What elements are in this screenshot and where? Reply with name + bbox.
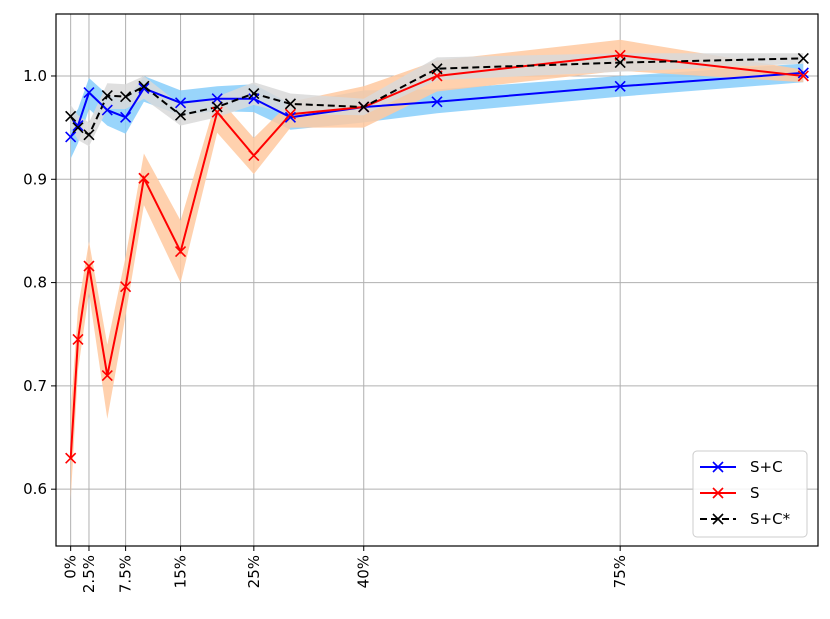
marker-layer bbox=[65, 49, 809, 464]
legend-label: S bbox=[750, 484, 760, 502]
data-point-S+C* bbox=[65, 110, 77, 122]
legend-marker-S bbox=[712, 487, 724, 499]
data-point-S+C bbox=[614, 80, 626, 92]
data-point-S+C* bbox=[797, 52, 809, 64]
data-point-S+C* bbox=[83, 129, 95, 141]
x-tick-label: 75% bbox=[611, 555, 629, 588]
x-tick-label: 25% bbox=[245, 555, 263, 588]
data-point-S+C bbox=[174, 97, 187, 109]
data-point-S bbox=[72, 333, 84, 345]
data-point-S+C* bbox=[72, 122, 84, 134]
data-point-S+C* bbox=[248, 87, 260, 100]
data-point-S+C bbox=[431, 96, 443, 108]
x-tick-label: 40% bbox=[355, 555, 373, 588]
data-point-S bbox=[174, 246, 187, 258]
data-point-S+C* bbox=[211, 101, 223, 113]
data-point-S+C* bbox=[358, 101, 370, 113]
data-point-S+C bbox=[138, 82, 150, 94]
x-tick-label: 7.5% bbox=[117, 555, 135, 593]
data-point-S+C* bbox=[138, 80, 150, 92]
data-point-S bbox=[120, 281, 132, 293]
data-point-S+C* bbox=[101, 90, 113, 102]
series-line-S bbox=[69, 54, 804, 459]
plot-frame bbox=[55, 13, 819, 547]
data-point-S+C* bbox=[614, 56, 626, 69]
data-point-S bbox=[248, 149, 260, 162]
data-point-S+C bbox=[797, 67, 809, 79]
data-point-S bbox=[211, 106, 223, 118]
y-tick-label: 1.0 bbox=[23, 67, 47, 85]
x-tick-label: 0% bbox=[62, 555, 80, 579]
data-point-S+C bbox=[120, 111, 132, 123]
data-point-S+C* bbox=[284, 98, 297, 110]
legend-label: S+C* bbox=[750, 510, 791, 528]
data-point-S bbox=[138, 172, 150, 184]
legend-marker-S+C* bbox=[712, 513, 724, 525]
data-point-S bbox=[284, 108, 297, 120]
data-point-S bbox=[83, 260, 95, 272]
x-tick-label: 2.5% bbox=[80, 555, 98, 593]
data-point-S+C bbox=[65, 131, 77, 143]
data-point-S+C bbox=[83, 86, 95, 99]
data-point-S+C bbox=[211, 93, 223, 105]
y-tick-label: 0.9 bbox=[23, 170, 47, 188]
legend-marker-S+C bbox=[712, 461, 724, 473]
data-point-S+C* bbox=[431, 63, 443, 75]
data-point-S+C bbox=[72, 119, 84, 132]
data-point-S+C bbox=[101, 104, 113, 116]
x-tick-label: 15% bbox=[172, 555, 190, 588]
tick-layer: 0% 2.5% 7.5% 15% 25% 40% 75% 0.6 0.7 0.8 0.9 1.0 bbox=[23, 67, 629, 593]
legend-label: S+C bbox=[750, 458, 783, 476]
y-tick-label: 0.8 bbox=[23, 274, 47, 292]
data-point-S+C* bbox=[120, 91, 132, 103]
data-point-S bbox=[797, 70, 809, 82]
y-tick-label: 0.6 bbox=[23, 480, 47, 498]
data-point-S+C* bbox=[174, 109, 187, 121]
legend: S+C S S+C* bbox=[692, 450, 808, 538]
y-tick-label: 0.7 bbox=[23, 377, 47, 395]
data-point-S bbox=[65, 452, 77, 464]
series-line-S+C* bbox=[69, 57, 804, 137]
data-point-S bbox=[101, 369, 113, 382]
data-point-S+C bbox=[248, 93, 260, 105]
data-point-S+C bbox=[284, 111, 297, 123]
